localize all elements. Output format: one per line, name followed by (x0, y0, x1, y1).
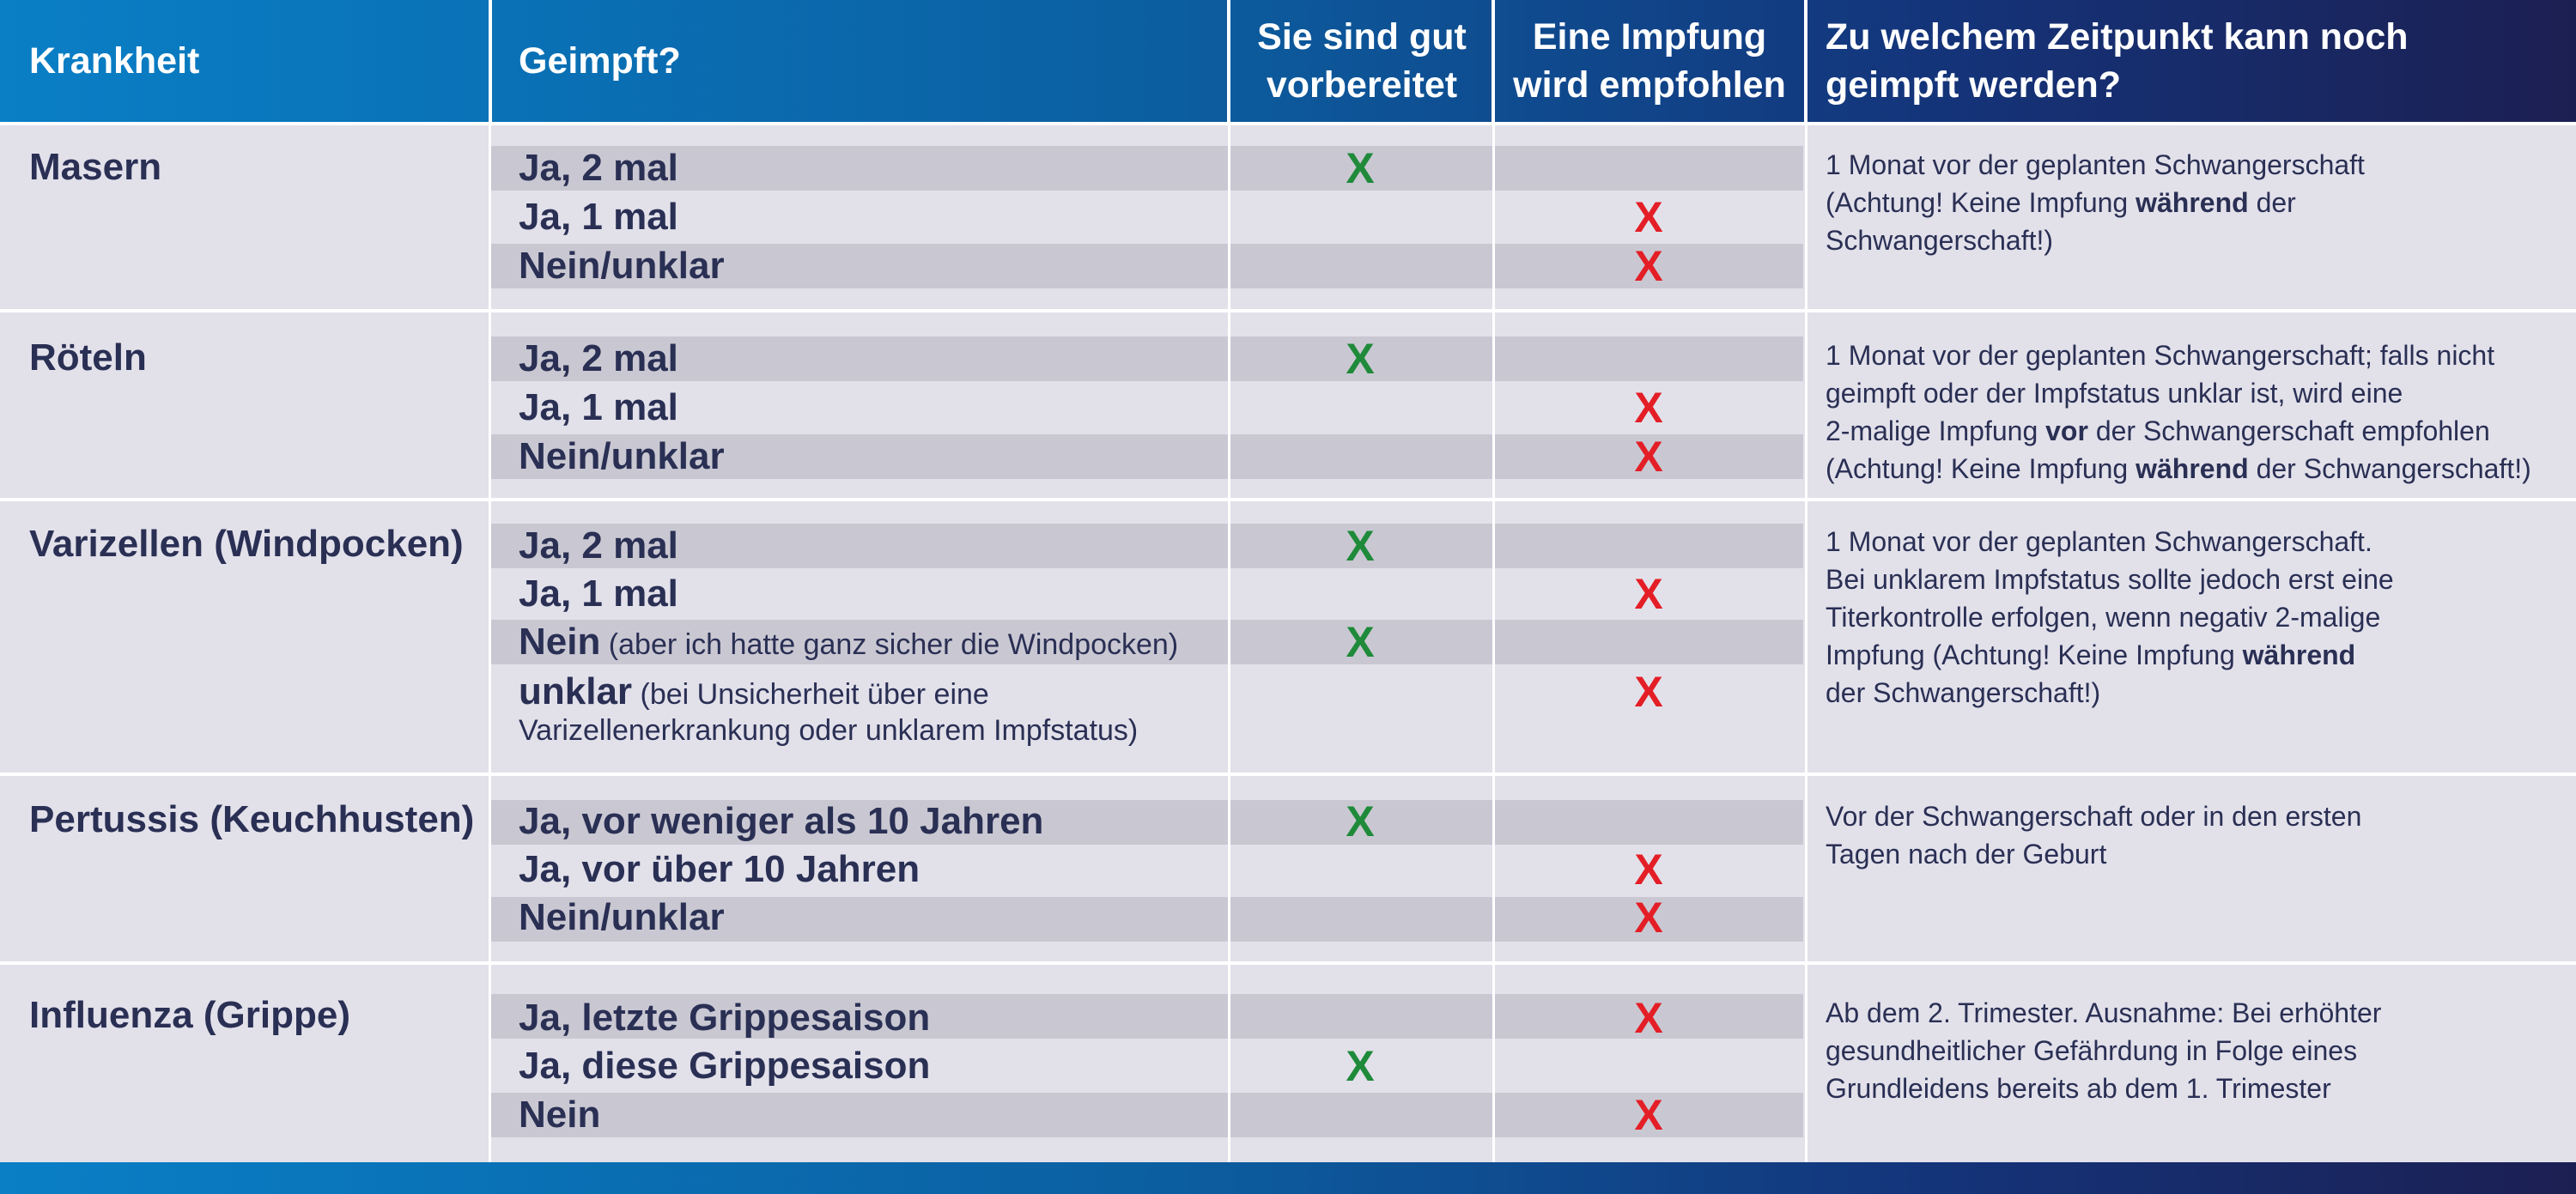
note-masern: 1 Monat vor der geplanten Schwangerschaf… (1826, 149, 2365, 256)
check-bad-mark: X (1634, 994, 1663, 1042)
answer-label: Ja, 2 mal (519, 337, 678, 379)
disease-influenza: Influenza (Grippe) (29, 994, 350, 1036)
disease-masern: Masern (29, 146, 162, 188)
row-separator (0, 961, 2576, 965)
check-bad-mark: X (1634, 433, 1663, 481)
check-bad-mark: X (1634, 570, 1663, 618)
row-separator (0, 498, 2576, 501)
check-bad-mark: X (1634, 1091, 1663, 1139)
check-good-mark: X (1346, 522, 1375, 570)
check-good-mark: X (1346, 797, 1375, 845)
answer-label: Ja, vor weniger als 10 Jahren (519, 800, 1044, 842)
header-geimpft: Geimpft? (519, 40, 681, 82)
header-divider (1804, 0, 1807, 122)
header-empfohlen: Eine Impfung wird empfohlen (1513, 16, 1786, 106)
header-divider (489, 0, 492, 122)
answer-label: unklar (bei Unsicherheit über eine (519, 670, 989, 712)
check-bad-mark: X (1634, 668, 1663, 716)
answer-label: Ja, 1 mal (519, 573, 678, 615)
note-roeteln: 1 Monat vor der geplanten Schwangerschaf… (1826, 340, 2531, 484)
answer-label: Ja, 2 mal (519, 524, 678, 567)
check-bad-mark: X (1634, 384, 1663, 432)
answer-label: Nein/unklar (519, 435, 725, 477)
disease-varizellen: Varizellen (Windpocken) (29, 523, 464, 565)
answer-label: Ja, 1 mal (519, 386, 678, 428)
row-separator (0, 309, 2576, 312)
disease-roeteln: Röteln (29, 336, 147, 379)
answer-label: Ja, vor über 10 Jahren (519, 848, 920, 890)
note-varizellen: 1 Monat vor der geplanten Schwangerschaf… (1826, 526, 2394, 708)
note-pertussis: Vor der Schwangerschaft oder in den erst… (1826, 801, 2362, 870)
table-header (0, 0, 2576, 122)
footer-bar (0, 1162, 2576, 1194)
answer-label: Ja, letzte Grippesaison (519, 997, 931, 1039)
answer-note: Varizellenerkrankung oder unklarem Impfs… (519, 714, 1139, 747)
check-bad-mark: X (1634, 894, 1663, 942)
check-good-mark: X (1346, 335, 1375, 383)
header-vorbereitet: Sie sind gut vorbereitet (1257, 16, 1467, 106)
header-krankheit: Krankheit (29, 40, 200, 82)
answer-label: Ja, diese Grippesaison (519, 1045, 931, 1087)
check-good-mark: X (1346, 144, 1375, 192)
answer-label: Nein (519, 1094, 601, 1136)
header-zeitpunkt: Zu welchem Zeitpunkt kann noch geimpft w… (1826, 16, 2409, 106)
header-divider (1492, 0, 1495, 122)
answer-label: Ja, 2 mal (519, 147, 678, 189)
answer-label: Nein (aber ich hatte ganz sicher die Win… (519, 621, 1179, 663)
check-bad-mark: X (1634, 193, 1663, 241)
header-divider (1227, 0, 1230, 122)
check-bad-mark: X (1634, 845, 1663, 894)
check-good-mark: X (1346, 1042, 1375, 1090)
answer-label: Nein/unklar (519, 245, 725, 287)
note-influenza: Ab dem 2. Trimester. Ausnahme: Bei erhöh… (1826, 997, 2382, 1104)
row-separator (0, 773, 2576, 776)
disease-pertussis: Pertussis (Keuchhusten) (29, 798, 475, 840)
answer-label: Nein/unklar (519, 896, 725, 938)
check-good-mark: X (1346, 618, 1375, 666)
check-bad-mark: X (1634, 242, 1663, 290)
answer-label: Ja, 1 mal (519, 196, 678, 238)
